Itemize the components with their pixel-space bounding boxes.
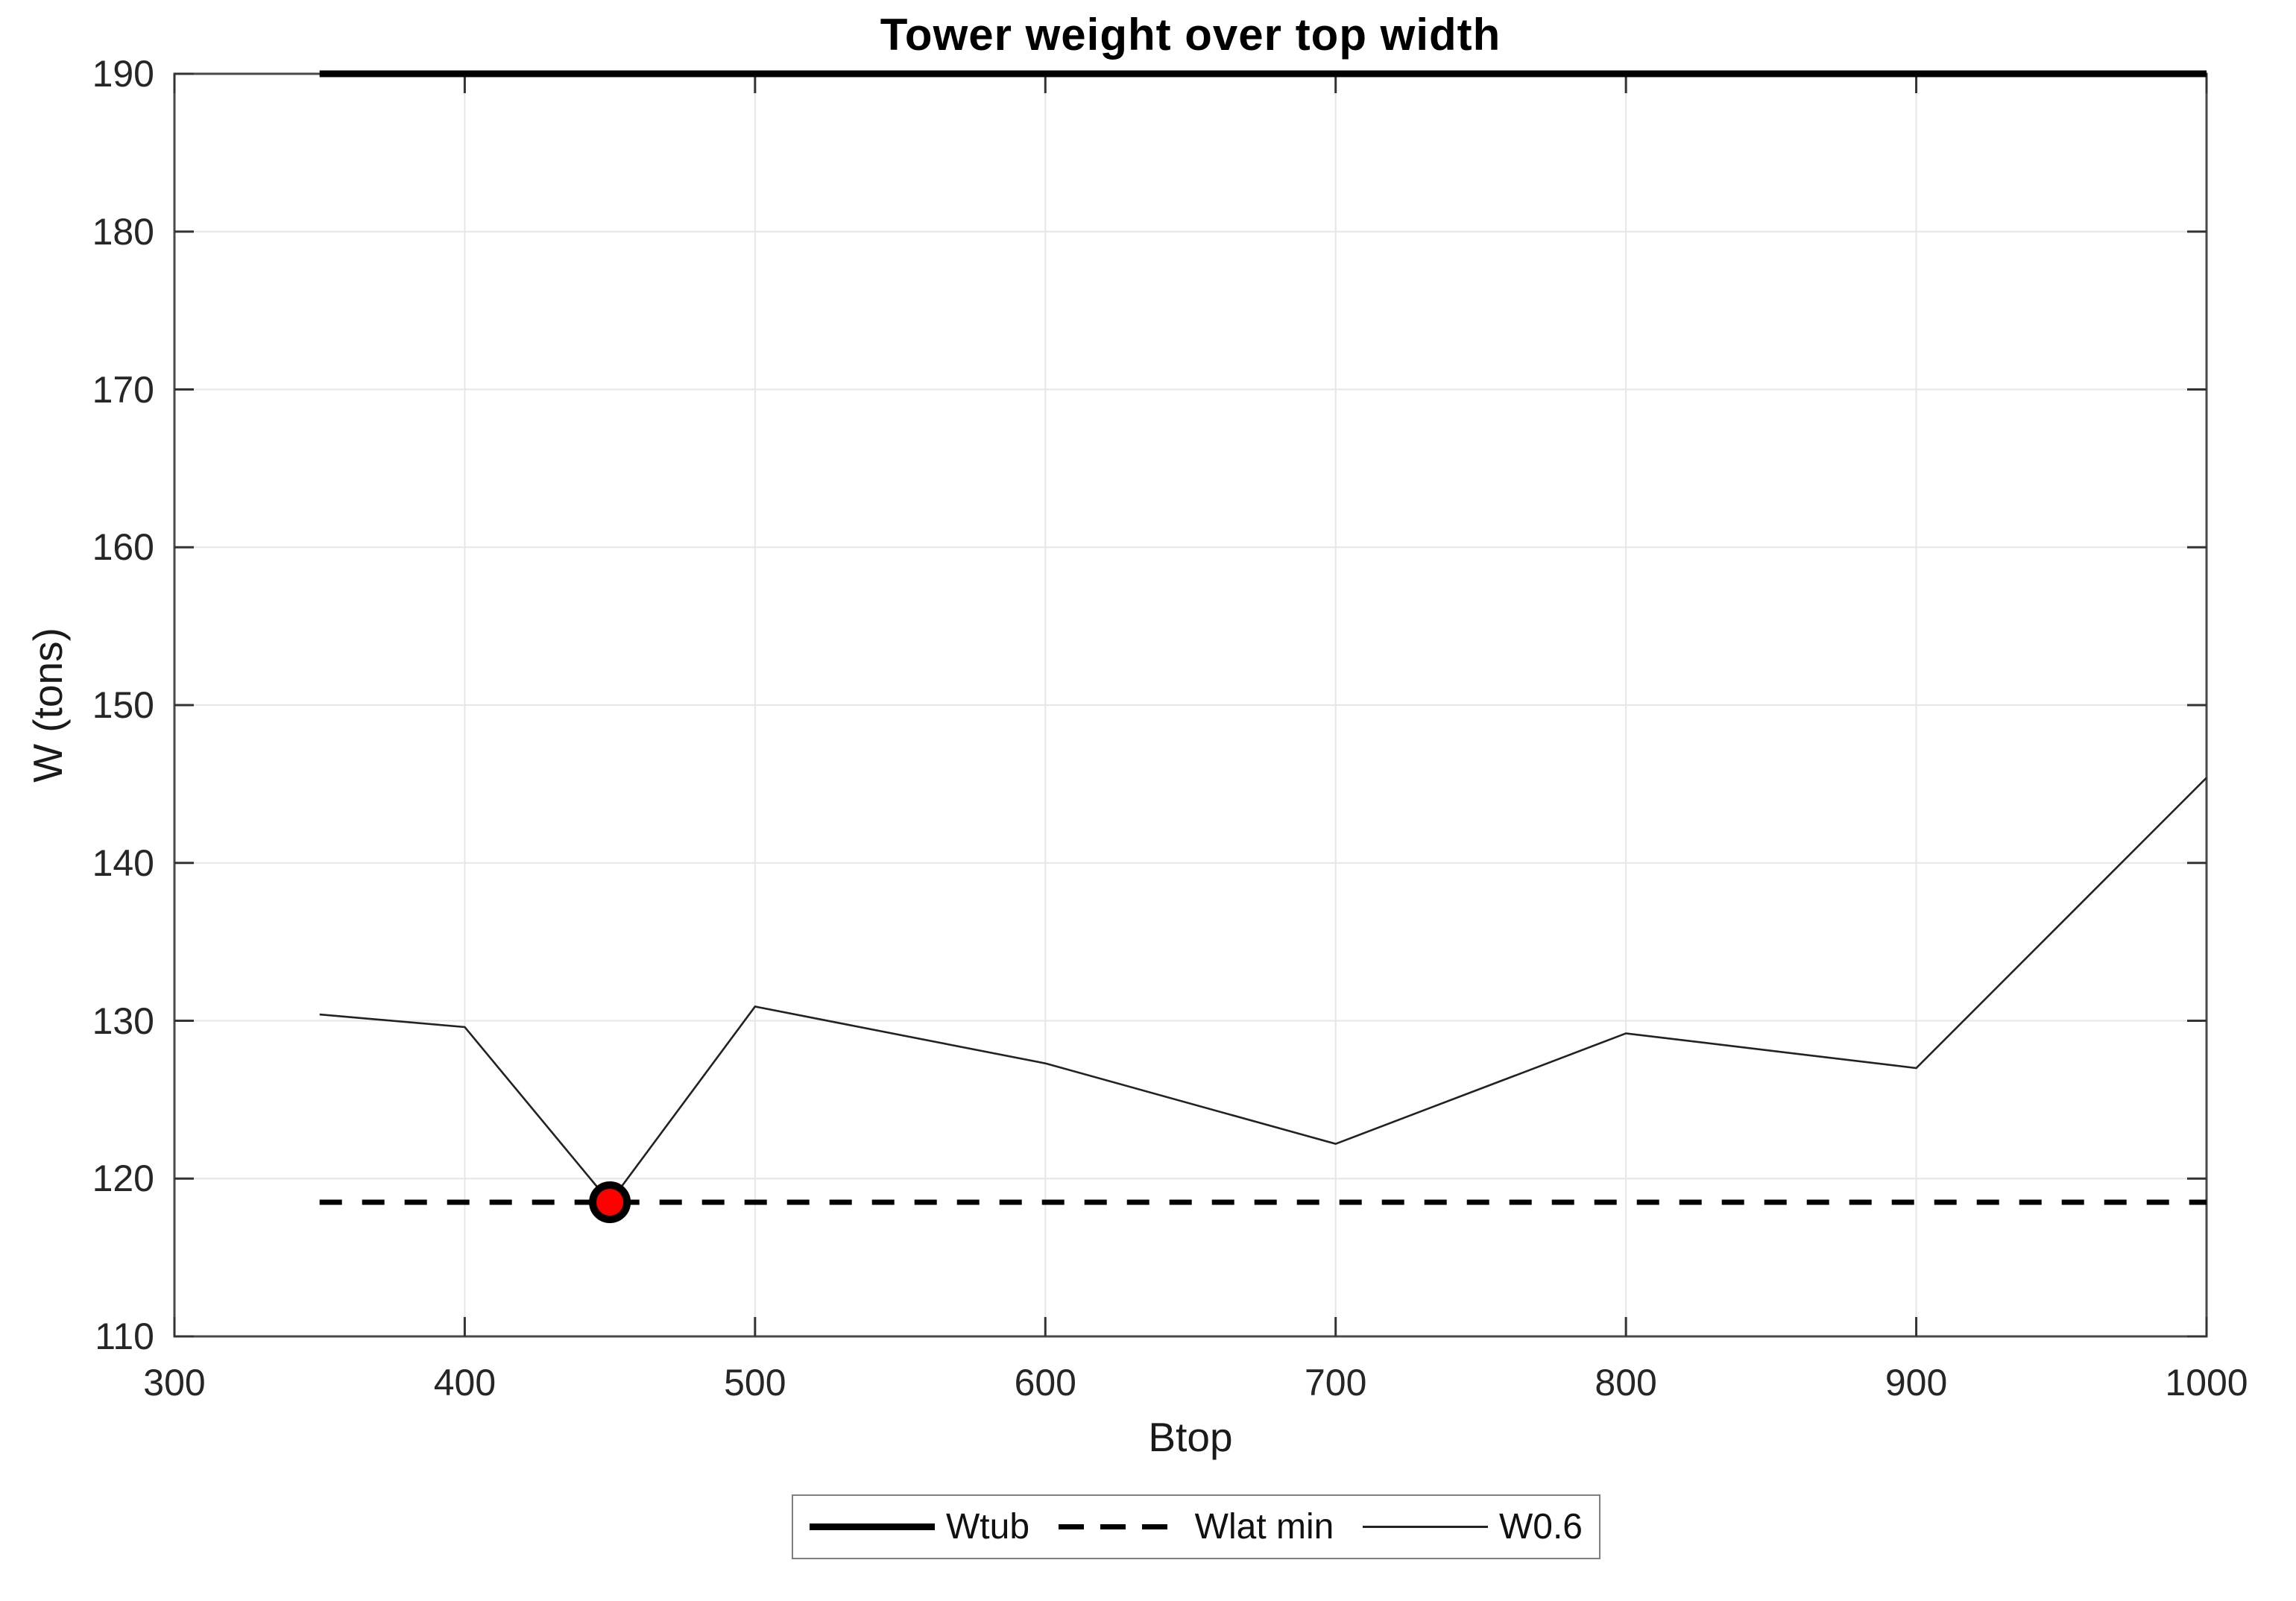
x-tick-label: 600 xyxy=(1014,1362,1076,1403)
y-tick-label: 190 xyxy=(92,53,154,95)
legend-line-sample-wlat-min xyxy=(1058,1524,1184,1529)
x-tick-label: 700 xyxy=(1304,1362,1367,1403)
y-tick-label: 160 xyxy=(92,526,154,569)
series-w0-6-line xyxy=(319,777,2207,1204)
x-tick-label: 1000 xyxy=(2165,1362,2248,1403)
x-tick-label: 400 xyxy=(433,1362,496,1403)
legend-label: W0.6 xyxy=(1498,1507,1583,1547)
x-tick-label: 500 xyxy=(724,1362,786,1403)
legend-line-sample-wtub xyxy=(810,1523,935,1530)
x-tick-label: 300 xyxy=(143,1362,206,1403)
x-axis-label: Btop xyxy=(1148,1414,1233,1460)
y-tick-label: 150 xyxy=(92,684,154,726)
legend-item-w0-6: W0.6 xyxy=(1362,1506,1583,1547)
y-tick-label: 170 xyxy=(92,368,154,411)
y-tick-label: 180 xyxy=(92,210,154,253)
x-tick-label: 900 xyxy=(1885,1362,1948,1403)
legend-label: Wtub xyxy=(946,1507,1030,1547)
legend-item-wlat-min: Wlat min xyxy=(1058,1506,1334,1547)
legend-line-sample-w0-6 xyxy=(1362,1526,1488,1528)
y-tick-label: 110 xyxy=(95,1316,154,1357)
legend-item-wtub: Wtub xyxy=(810,1506,1029,1547)
y-tick-label: 130 xyxy=(92,1000,154,1042)
x-tick-label: 800 xyxy=(1595,1362,1657,1403)
legend: Wtub Wlat min W0.6 xyxy=(792,1494,1600,1559)
chart-title: Tower weight over top width xyxy=(880,10,1501,60)
y-tick-label: 140 xyxy=(92,841,154,884)
legend-label: Wlat min xyxy=(1194,1507,1334,1547)
grid-lines xyxy=(174,74,2207,1336)
y-tick-label: 120 xyxy=(92,1158,154,1200)
optimum-marker xyxy=(589,1181,631,1224)
